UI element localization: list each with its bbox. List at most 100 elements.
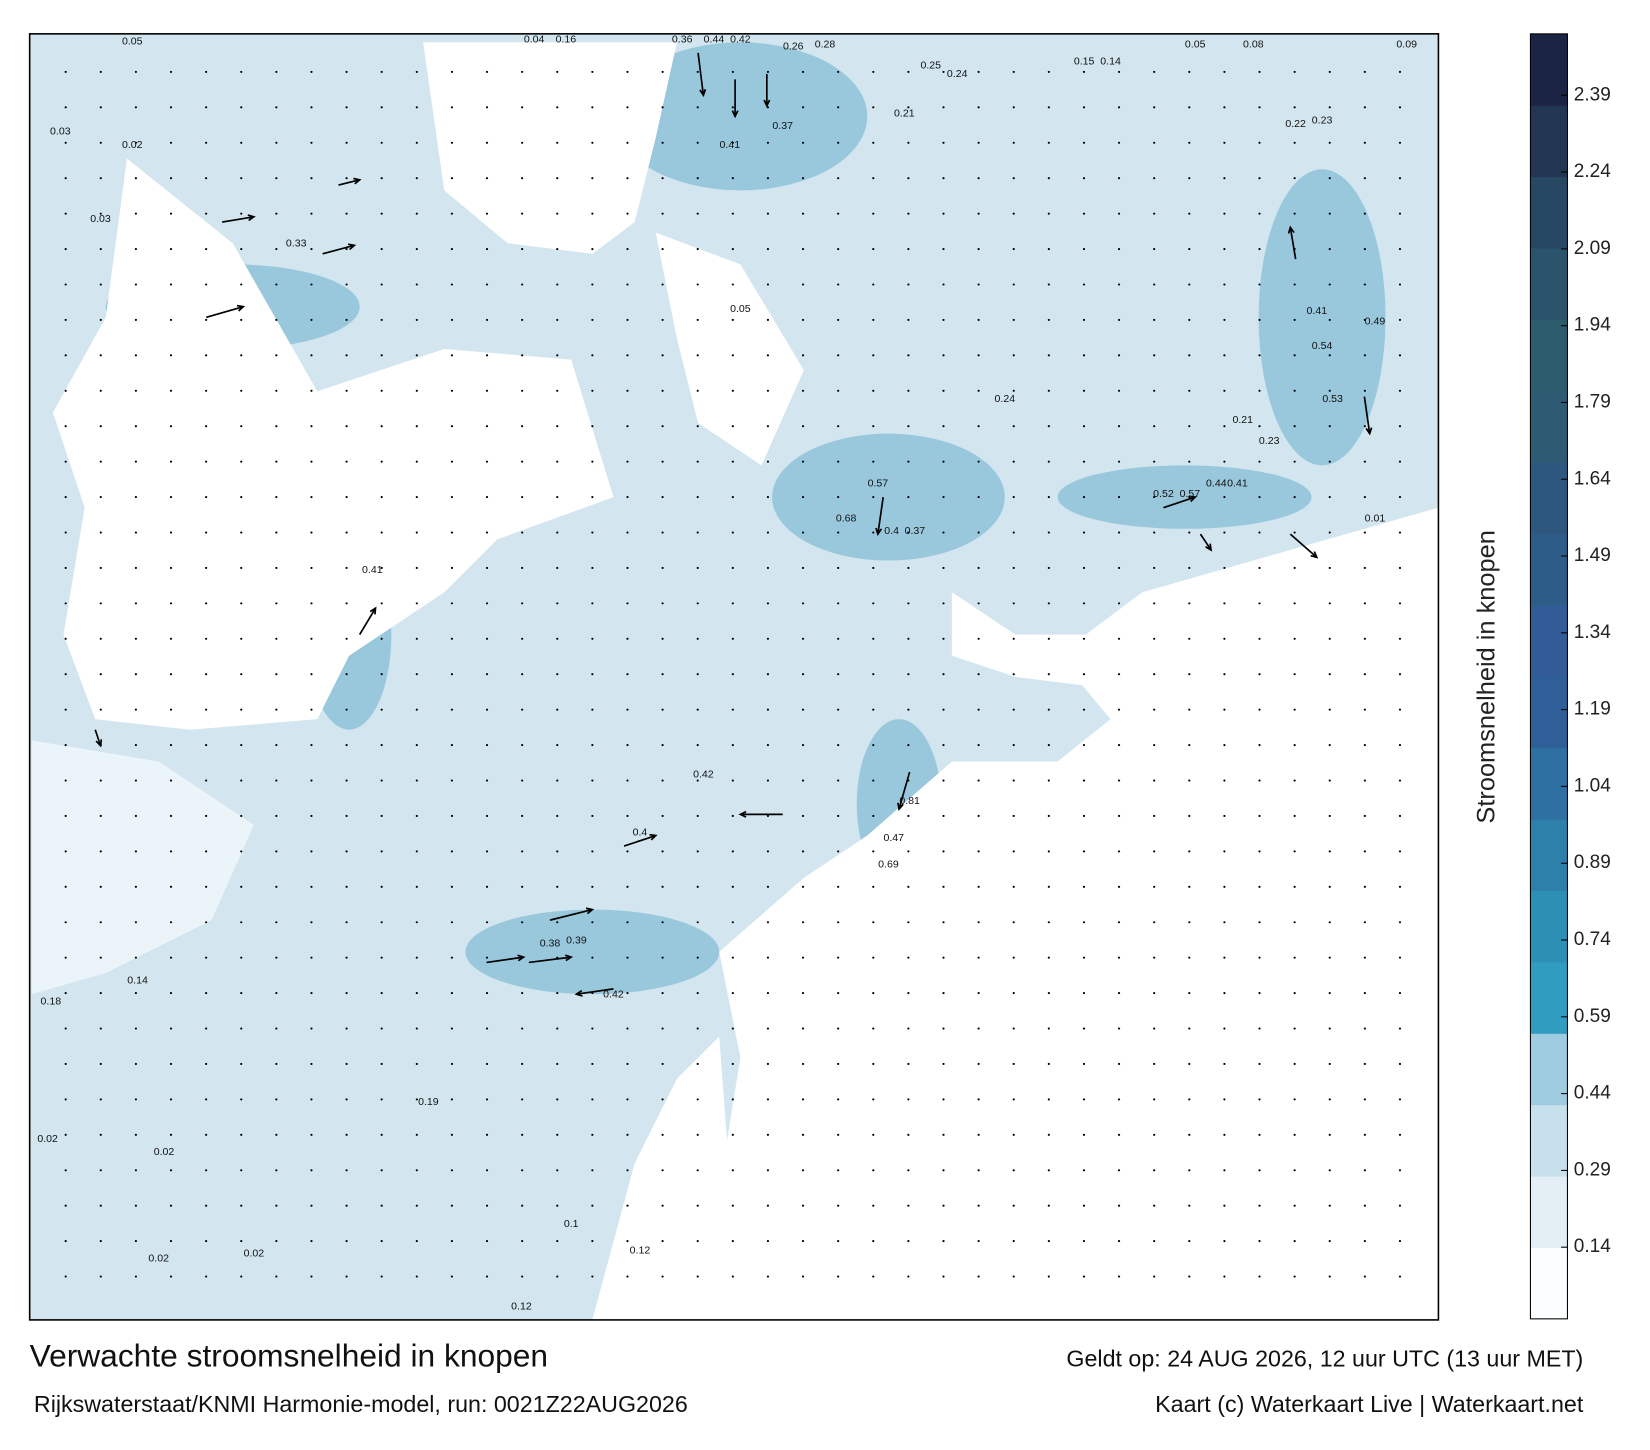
current-label: 0.21	[894, 107, 915, 119]
arrow-head	[649, 833, 658, 841]
arrow-head	[875, 527, 883, 537]
arrow-shaft	[1363, 396, 1371, 434]
colorbar: 0.14 0.29 0.44 0.59 0.74 0.89 1.04 1.19 1.34 1.49…	[1530, 33, 1611, 1320]
colorbar-tick-label: 2.09	[1574, 238, 1611, 259]
colorbar-tick-label: 1.04	[1574, 775, 1611, 796]
current-label: 0.52	[1153, 488, 1174, 500]
colorbar-band	[1530, 33, 1568, 106]
current-label: 0.02	[37, 1133, 58, 1145]
colorbar-tick-label: 2.24	[1574, 161, 1611, 182]
current-label: 0.28	[815, 39, 836, 51]
current-label: 0.36	[672, 33, 693, 45]
colorbar-band	[1530, 1033, 1568, 1106]
arrow-head	[574, 989, 583, 997]
current-label: 0.47	[883, 832, 904, 844]
current-label: 0.03	[90, 213, 111, 225]
colorbar-band	[1530, 248, 1568, 320]
colorbar-frame	[1529, 33, 1568, 1320]
current-label: 0.37	[905, 525, 926, 537]
arrow-head	[1310, 551, 1319, 559]
current-label: 0.21	[1232, 414, 1253, 426]
colorbar-band	[1530, 319, 1568, 392]
current-label: 0.41	[362, 564, 383, 576]
current-label: 0.1	[564, 1218, 579, 1230]
colorbar-band	[1530, 961, 1568, 1034]
arrow-head	[738, 810, 747, 818]
current-label: 0.41	[1307, 305, 1328, 317]
colorbar-tick-label: 0.14	[1574, 1236, 1611, 1257]
colorbar-band	[1530, 890, 1568, 963]
arrow-shaft	[1289, 227, 1297, 260]
current-label: 0.33	[286, 237, 307, 249]
arrow-shaft	[576, 988, 614, 996]
current-label: 0.69	[878, 858, 899, 870]
current-label: 0.41	[1227, 478, 1248, 490]
current-label: 0.15	[1074, 56, 1095, 68]
current-label: 0.54	[1312, 340, 1333, 352]
arrow-shaft	[322, 244, 355, 255]
grid-dots	[64, 70, 1402, 1278]
current-label: 0.24	[995, 393, 1016, 405]
arrow-shaft	[877, 496, 885, 535]
current-label: 0.03	[50, 125, 71, 137]
arrow-head	[369, 606, 377, 615]
current-labels: 0.05 0.04 0.16 0.36 0.44 0.42 0.26 0.28 0.25 0.24…	[37, 33, 1417, 1312]
current-label: 0.44	[704, 33, 725, 45]
current-label: 0.26	[783, 41, 804, 53]
current-label: 0.24	[947, 68, 968, 80]
current-label: 0.12	[511, 1300, 532, 1312]
current-label: 0.22	[1285, 118, 1306, 130]
colorbar-band	[1530, 1104, 1568, 1177]
colorbar-band	[1530, 533, 1568, 606]
current-label: 0.25	[920, 60, 941, 72]
title: Verwachte stroomsnelheid in knopen	[30, 1337, 548, 1373]
arrow-head	[347, 243, 357, 251]
colorbar-tick-label: 0.59	[1574, 1006, 1611, 1027]
arrow-shaft	[486, 956, 524, 964]
arrow-head	[236, 304, 246, 312]
arrow-head	[517, 954, 526, 962]
arrow-head	[95, 739, 103, 748]
current-label: 0.37	[772, 120, 793, 132]
colorbar-band	[1530, 105, 1568, 178]
colorbar-label: Stroomsnelheid in knopen	[1472, 530, 1500, 823]
colorbar-tick-label: 1.49	[1574, 545, 1611, 566]
current-label: 0.44	[1206, 478, 1227, 490]
current-label: 0.05	[122, 35, 143, 47]
current-label: 0.57	[1180, 488, 1201, 500]
map: 0.05 0.04 0.16 0.36 0.44 0.42 0.26 0.28 0.25 0.24…	[29, 33, 1439, 1320]
colorbar-band	[1530, 390, 1568, 463]
colorbar-tick-label: 2.39	[1574, 84, 1611, 105]
colorbar-band	[1530, 1176, 1568, 1248]
colorbar-band	[1530, 1247, 1568, 1320]
current-label: 0.42	[730, 33, 751, 45]
current-label: 0.4	[884, 525, 899, 537]
arrow-head	[897, 802, 904, 811]
current-label: 0.09	[1396, 39, 1417, 51]
colorbar-band	[1530, 604, 1568, 677]
arrow-shaft	[1199, 533, 1212, 551]
arrow-shaft	[358, 607, 377, 636]
valid-time: Geldt op: 24 AUG 2026, 12 uur UTC (13 uu…	[1066, 1345, 1583, 1371]
current-label: 0.16	[556, 33, 577, 45]
current-label: 0.18	[41, 996, 62, 1008]
arrow-head	[564, 954, 574, 962]
arrow-head	[585, 907, 595, 915]
current-label: 0.53	[1322, 393, 1343, 405]
current-label: 0.57	[868, 478, 889, 490]
current-label: 0.01	[1365, 512, 1386, 524]
credit: Kaart (c) Waterkaart Live | Waterkaart.n…	[1155, 1391, 1584, 1417]
colorbar-band	[1530, 176, 1568, 249]
arrow-shaft	[623, 834, 657, 847]
current-label: 0.38	[540, 938, 561, 950]
current-label: 0.05	[730, 303, 751, 315]
arrow-head	[1188, 495, 1198, 503]
arrow-shaft	[222, 215, 255, 223]
current-label: 0.14	[1100, 56, 1121, 68]
current-label: 0.19	[418, 1096, 439, 1108]
current-label: 0.42	[603, 988, 624, 1000]
current-label: 0.68	[836, 512, 857, 524]
colorbar-tick-label: 1.34	[1574, 622, 1611, 643]
current-arrows	[94, 52, 1373, 997]
